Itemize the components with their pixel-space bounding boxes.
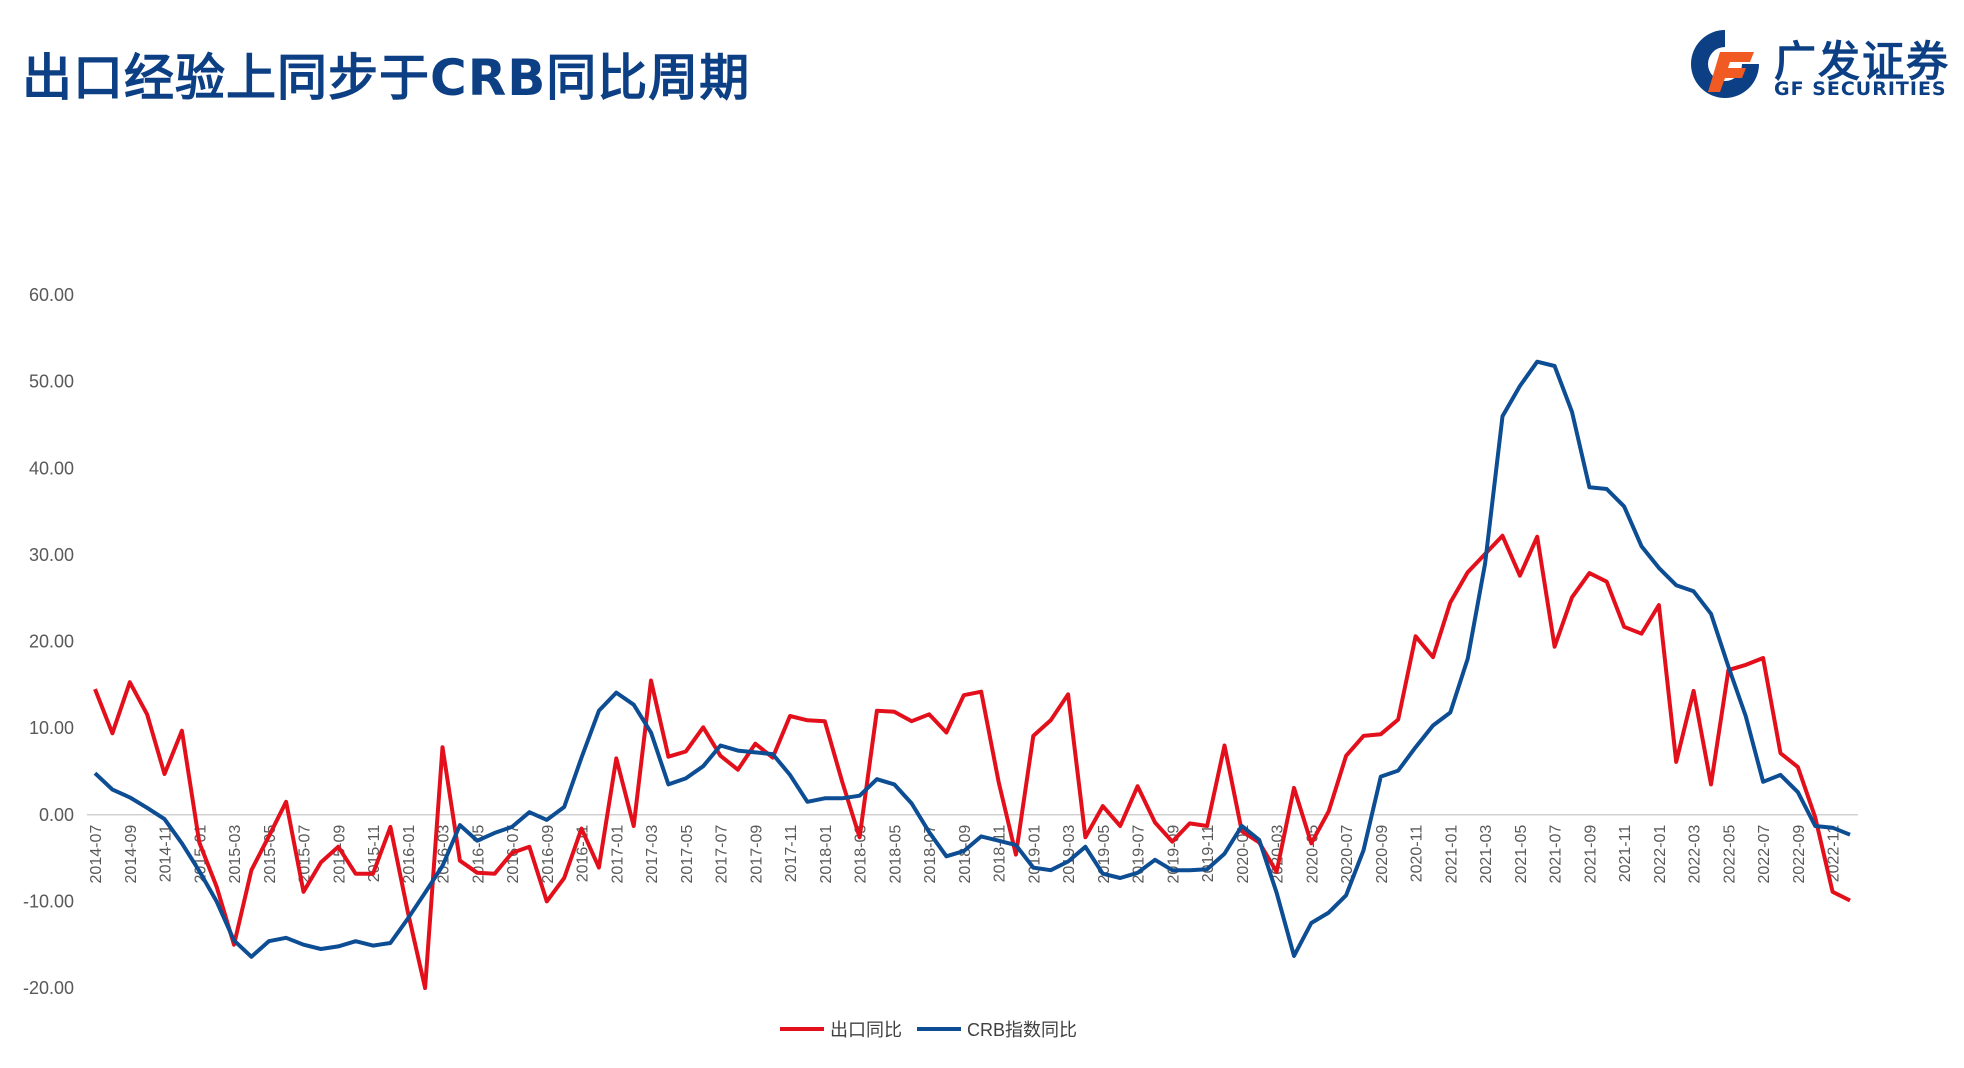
x-tick-label: 2018-11 (992, 825, 1009, 883)
y-tick-label: -20.00 (23, 978, 74, 998)
series-group (93, 359, 1851, 990)
x-tick-label: 2016-09 (540, 825, 557, 884)
y-tick-label: 30.00 (29, 545, 74, 565)
x-tick-label: 2022-07 (1756, 825, 1773, 884)
series-line-export (93, 533, 1851, 990)
x-tick-label: 2021-01 (1443, 825, 1460, 884)
x-tick-label: 2021-09 (1582, 825, 1599, 884)
page-title: 出口经验上同步于CRB同比周期 (22, 49, 751, 107)
x-tick-label: 2017-03 (644, 825, 661, 884)
x-tick-label: 2021-03 (1478, 825, 1495, 884)
x-tick-label: 2017-01 (609, 825, 626, 884)
x-tick-label: 2014-09 (123, 825, 140, 884)
x-tick-label: 2015-03 (227, 825, 244, 884)
gf-logo-icon (1691, 30, 1759, 98)
x-tick-label: 2017-09 (748, 825, 765, 884)
legend-swatch-export (780, 1027, 824, 1031)
x-tick-label: 2022-01 (1652, 825, 1669, 884)
logo-en-text: GF SECURITIES (1774, 78, 1947, 100)
x-tick-label: 2020-07 (1339, 825, 1356, 884)
x-tick-label: 2017-05 (679, 825, 696, 884)
x-tick-label: 2022-03 (1687, 825, 1704, 884)
x-tick-label: 2014-11 (158, 825, 175, 883)
x-axis: 2014-07 2014-09 2014-11 2015-01 2015-03 2015-… (88, 825, 1843, 884)
legend-label-crb: CRB指数同比 (967, 1020, 1078, 1040)
x-tick-label: 2020-09 (1374, 825, 1391, 884)
x-tick-label: 2018-05 (887, 825, 904, 884)
x-tick-label: 2018-03 (853, 825, 870, 884)
x-tick-label: 2022-11 (1826, 825, 1843, 883)
x-tick-label: 2021-11 (1617, 825, 1634, 883)
x-tick-label: 2019-01 (1026, 825, 1043, 884)
x-tick-label: 2018-09 (957, 825, 974, 884)
x-tick-label: 2019-11 (1200, 825, 1217, 883)
y-tick-label: 10.00 (29, 718, 74, 738)
x-tick-label: 2021-05 (1513, 825, 1530, 884)
y-tick-label: 50.00 (29, 372, 74, 392)
x-tick-label: 2022-09 (1791, 825, 1808, 884)
legend-item-crb: CRB指数同比 (917, 1016, 1077, 1042)
logo-cn-text: 广发证券 (1774, 37, 1951, 86)
x-tick-label: 2018-01 (818, 825, 835, 884)
legend-item-export: 出口同比 (780, 1016, 902, 1042)
x-tick-label: 2016-01 (401, 825, 418, 884)
x-tick-label: 2022-05 (1721, 825, 1738, 884)
legend-swatch-crb (917, 1027, 962, 1031)
x-tick-label: 2015-11 (366, 825, 383, 883)
y-tick-label: -10.00 (23, 891, 74, 911)
y-tick-label: 0.00 (39, 805, 74, 825)
x-tick-label: 2017-07 (714, 825, 731, 884)
x-tick-label: 2019-03 (1061, 825, 1078, 884)
y-axis: 60.00 50.00 40.00 30.00 20.00 10.00 0.00 -10.00… (23, 285, 1858, 998)
x-tick-label: 2020-11 (1409, 825, 1426, 883)
x-tick-label: 2015-09 (331, 825, 348, 884)
legend-label-export: 出口同比 (830, 1020, 902, 1040)
y-tick-label: 20.00 (29, 632, 74, 652)
series-line-crb (93, 359, 1851, 959)
x-tick-label: 2017-11 (783, 825, 800, 883)
gf-logo: 广发证券 GF SECURITIES (1682, 24, 1952, 104)
y-tick-label: 40.00 (29, 458, 74, 478)
x-tick-label: 2020-01 (1235, 825, 1252, 884)
y-tick-label: 60.00 (29, 285, 74, 305)
x-tick-label: 2014-07 (88, 825, 105, 884)
legend: 出口同比 CRB指数同比 (780, 1016, 1087, 1042)
x-tick-label: 2021-07 (1548, 825, 1565, 884)
